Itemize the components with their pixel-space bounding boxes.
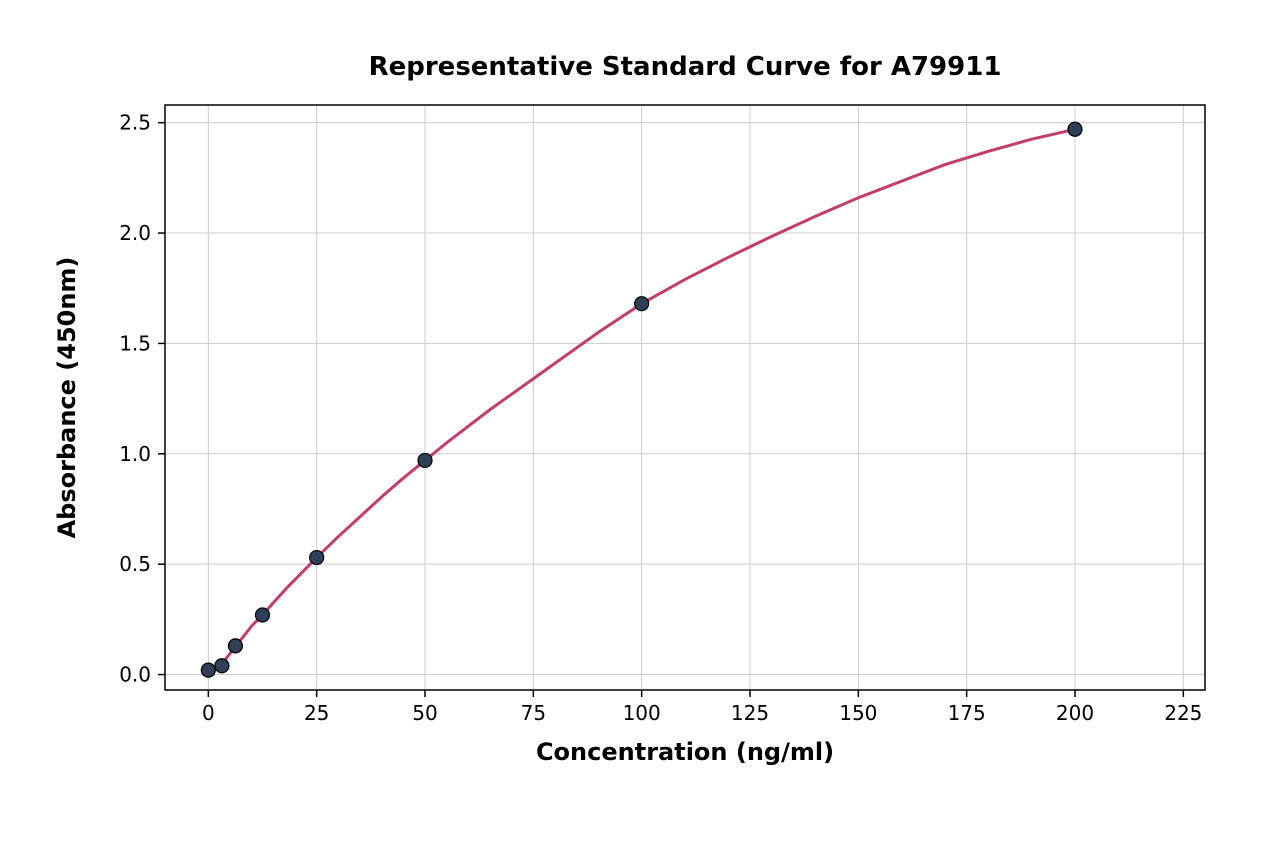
- y-tick-label: 1.0: [119, 442, 151, 466]
- x-tick-label: 100: [623, 701, 661, 725]
- y-axis-label: Absorbance (450nm): [53, 257, 81, 539]
- x-tick-label: 75: [521, 701, 546, 725]
- data-point-marker: [418, 453, 432, 467]
- data-point-marker: [635, 297, 649, 311]
- x-tick-label: 50: [412, 701, 437, 725]
- x-tick-label: 125: [731, 701, 769, 725]
- data-point-marker: [215, 659, 229, 673]
- y-tick-label: 2.0: [119, 221, 151, 245]
- y-tick-label: 0.5: [119, 552, 151, 576]
- x-tick-label: 150: [839, 701, 877, 725]
- data-point-marker: [310, 551, 324, 565]
- standard-curve-chart: Representative Standard Curve for A79911…: [0, 0, 1280, 845]
- x-tick-label: 200: [1056, 701, 1094, 725]
- data-point-marker: [1068, 122, 1082, 136]
- x-tick-label: 175: [948, 701, 986, 725]
- data-point-marker: [256, 608, 270, 622]
- x-axis-label: Concentration (ng/ml): [536, 738, 834, 766]
- x-tick-label: 0: [202, 701, 215, 725]
- y-tick-label: 1.5: [119, 331, 151, 355]
- data-point-marker: [228, 639, 242, 653]
- x-tick-label: 25: [304, 701, 329, 725]
- x-ticks: 0 25 50 75 100 125 150 175 200 225: [202, 690, 1202, 725]
- chart-title: Representative Standard Curve for A79911: [369, 52, 1002, 82]
- y-tick-label: 0.0: [119, 663, 151, 687]
- data-point-marker: [201, 663, 215, 677]
- grid-lines: [165, 105, 1205, 690]
- y-tick-label: 2.5: [119, 111, 151, 135]
- y-ticks: 0.0 0.5 1.0 1.5 2.0 2.5: [119, 111, 165, 687]
- x-tick-label: 225: [1164, 701, 1202, 725]
- plot-border: [165, 105, 1205, 690]
- chart-container: Representative Standard Curve for A79911…: [0, 0, 1280, 845]
